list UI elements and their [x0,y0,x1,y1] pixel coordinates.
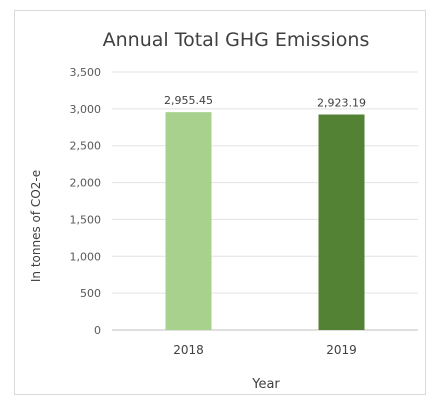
bar-2018 [166,112,212,330]
gridlines [112,72,418,330]
data-label: 2,923.19 [317,97,366,110]
y-tick-label: 3,500 [70,66,102,79]
data-labels: 2,955.45 2,923.19 [164,94,366,109]
y-tick-label: 0 [94,324,101,337]
data-label: 2,955.45 [164,94,213,107]
x-tick-label: 2019 [326,343,357,357]
y-tick-label: 2,000 [70,177,102,190]
y-axis-label: In tonnes of CO2-e [29,170,43,282]
x-tick-label: 2018 [173,343,204,357]
bar-2019 [319,115,365,330]
y-tick-label: 3,000 [70,103,102,116]
bars [166,112,365,330]
x-axis-ticks: 2018 2019 [173,343,357,357]
y-tick-label: 1,500 [70,213,102,226]
y-axis-ticks: 0 500 1,000 1,500 2,000 2,500 3,000 3,500 [70,66,102,337]
x-axis-label: Year [251,377,280,392]
y-tick-label: 500 [80,287,101,300]
chart-title: Annual Total GHG Emissions [103,29,370,51]
y-tick-label: 2,500 [70,140,102,153]
y-tick-label: 1,000 [70,250,102,263]
